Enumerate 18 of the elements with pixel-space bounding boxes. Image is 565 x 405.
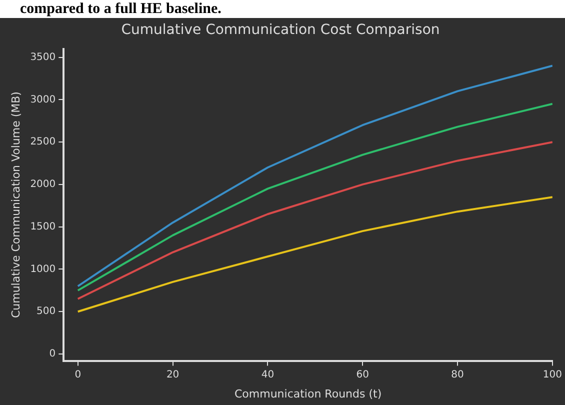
y-tick-label: 2000 <box>30 179 56 190</box>
y-tick-label: 2500 <box>30 136 56 148</box>
y-tick-label: 500 <box>36 306 56 318</box>
x-tick-label: 0 <box>74 369 82 380</box>
x-tick-label: 20 <box>166 369 180 380</box>
x-tick-label: 40 <box>261 369 274 380</box>
x-tick-label: 80 <box>451 369 464 380</box>
y-tick-label: 0 <box>49 348 56 360</box>
y-axis-title: Cumulative Communication Volume (MB) <box>9 92 22 318</box>
chart-title: Cumulative Communication Cost Comparison <box>121 22 440 38</box>
y-tick-label: 3500 <box>30 52 56 63</box>
x-axis-title: Communication Rounds (t) <box>234 387 382 400</box>
x-tick-label: 60 <box>356 369 369 380</box>
x-tick-label: 100 <box>542 369 562 380</box>
y-tick-label: 1500 <box>30 221 56 232</box>
y-tick-label: 3000 <box>30 94 56 106</box>
y-tick-label: 1000 <box>30 264 56 275</box>
text: compared to a full HE baseline. <box>19 0 222 18</box>
